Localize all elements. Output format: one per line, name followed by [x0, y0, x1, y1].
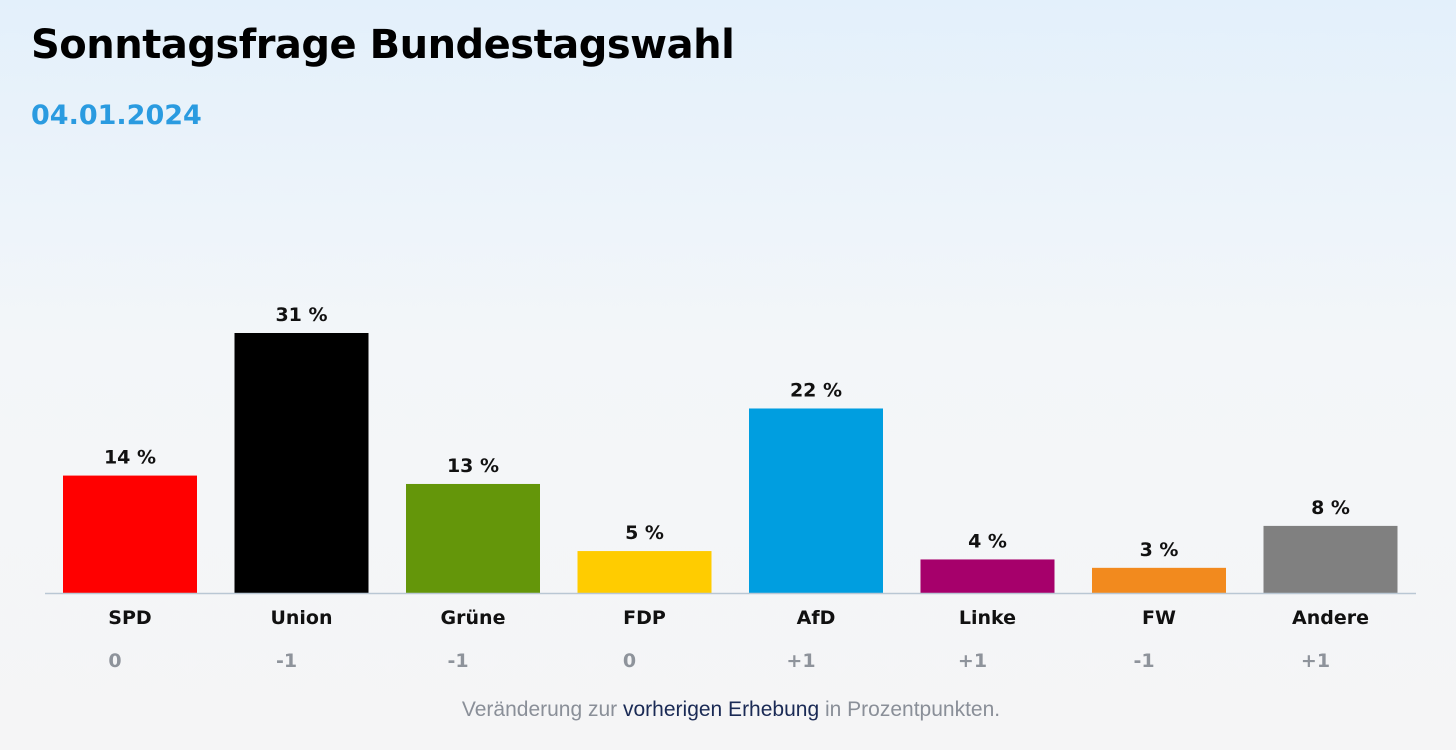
category-label-andere: Andere — [1292, 607, 1369, 629]
bar-chart: 14 % SPD 0 31 % Union -1 13 % Grüne -1 5 % FDP 0 22 … — [45, 304, 1416, 672]
change-label-fdp: 0 — [623, 650, 636, 672]
value-label-union: 31 % — [275, 304, 327, 326]
value-label-andere: 8 % — [1311, 497, 1350, 519]
change-label-spd: 0 — [108, 650, 121, 672]
previous-survey-link[interactable]: vorherigen Erhebung — [623, 698, 820, 721]
value-label-linke: 4 % — [968, 530, 1007, 552]
change-label-afd: +1 — [786, 650, 815, 672]
change-label-andere: +1 — [1301, 650, 1330, 672]
bar-linke — [920, 559, 1055, 593]
bar-fw — [1092, 567, 1226, 593]
value-label-spd: 14 % — [104, 447, 156, 469]
poll-date: 04.01.2024 — [31, 100, 202, 131]
bar-spd — [63, 475, 197, 593]
category-label-fw: FW — [1142, 607, 1176, 629]
bar-gr-ne — [406, 483, 540, 593]
change-label-linke: +1 — [958, 650, 987, 672]
value-label-fdp: 5 % — [625, 522, 664, 544]
change-label-fw: -1 — [1133, 650, 1154, 672]
change-label-gr-ne: -1 — [447, 650, 468, 672]
category-label-gr-ne: Grüne — [441, 607, 506, 629]
value-label-fw: 3 % — [1140, 539, 1179, 561]
bar-fdp — [577, 551, 712, 593]
bar-afd — [749, 408, 883, 593]
value-label-gr-ne: 13 % — [447, 455, 499, 477]
category-label-spd: SPD — [108, 607, 151, 629]
category-label-union: Union — [270, 607, 332, 629]
value-label-afd: 22 % — [790, 379, 842, 401]
category-label-afd: AfD — [797, 607, 836, 629]
chart-title: Sonntagsfrage Bundestagswahl — [31, 22, 735, 68]
change-footnote: Veränderung zur vorherigen Erhebung in P… — [0, 698, 1456, 722]
change-label-union: -1 — [276, 650, 297, 672]
category-label-linke: Linke — [959, 607, 1016, 629]
bar-andere — [1263, 525, 1398, 593]
bar-union — [234, 333, 369, 593]
category-label-fdp: FDP — [623, 607, 666, 629]
footnote-text-after: in Prozentpunkten. — [819, 698, 1001, 721]
footnote-text-before: Veränderung zur — [461, 698, 623, 721]
